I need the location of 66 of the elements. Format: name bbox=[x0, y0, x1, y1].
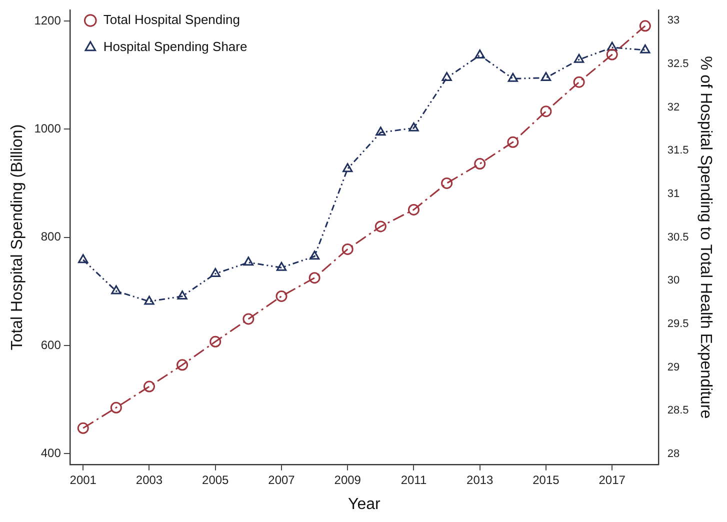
y2-tick-label: 33 bbox=[667, 14, 680, 27]
x-tick-label: 2003 bbox=[136, 472, 163, 487]
point bbox=[110, 402, 122, 414]
legend-label: Hospital Spending Share bbox=[103, 39, 248, 54]
x-tick-label: 2017 bbox=[598, 472, 626, 487]
point bbox=[640, 44, 650, 54]
x-tick-label: 2015 bbox=[532, 472, 560, 487]
point bbox=[442, 72, 452, 82]
x-axis-title: Year bbox=[348, 496, 381, 513]
point bbox=[574, 54, 584, 63]
x-tick-label: 2011 bbox=[400, 472, 427, 487]
y2-tick-label: 28 bbox=[667, 448, 680, 460]
point bbox=[573, 76, 585, 88]
y-tick-label: 1000 bbox=[34, 121, 62, 136]
point bbox=[607, 42, 618, 51]
x-tick-label: 2013 bbox=[466, 472, 494, 487]
y-tick-label: 1200 bbox=[34, 13, 62, 28]
y2-axis-title: % of Hospital Spending to Total Health Expenditure bbox=[696, 56, 714, 419]
point bbox=[77, 422, 89, 434]
point bbox=[276, 262, 287, 271]
point bbox=[143, 380, 155, 392]
point bbox=[111, 285, 122, 294]
y2-tick-label: 31 bbox=[667, 188, 680, 200]
y2-tick-label: 31.5 bbox=[667, 144, 689, 157]
point bbox=[540, 72, 552, 82]
point bbox=[376, 126, 386, 136]
y2-tick-label: 29 bbox=[667, 361, 680, 374]
point bbox=[242, 313, 254, 325]
point bbox=[374, 220, 386, 232]
y2-tick-label: 30 bbox=[667, 274, 680, 287]
point bbox=[474, 158, 486, 170]
y-tick-label: 600 bbox=[40, 338, 62, 352]
y2-tick-label: 32 bbox=[667, 101, 680, 114]
point bbox=[177, 290, 188, 300]
x-tick-label: 2005 bbox=[202, 472, 230, 487]
point bbox=[408, 204, 420, 216]
y-axis-title: Total Hospital Spending (Billion) bbox=[9, 124, 26, 350]
point bbox=[309, 250, 320, 260]
x-tick-label: 2009 bbox=[334, 472, 362, 487]
point bbox=[210, 336, 222, 348]
y-tick-label: 400 bbox=[40, 446, 62, 460]
point bbox=[508, 72, 518, 82]
point bbox=[276, 290, 288, 302]
point bbox=[176, 359, 188, 371]
point bbox=[78, 254, 88, 264]
y2-tick-label: 29.5 bbox=[667, 318, 689, 330]
point bbox=[210, 268, 220, 277]
point bbox=[408, 122, 419, 132]
point bbox=[342, 243, 354, 255]
point bbox=[441, 177, 453, 189]
y2-tick-label: 28.5 bbox=[667, 404, 689, 417]
point bbox=[342, 163, 353, 172]
y2-tick-label: 30.5 bbox=[667, 231, 689, 244]
legend-label: Total Hospital Spending bbox=[103, 12, 240, 28]
point bbox=[507, 136, 519, 148]
point bbox=[540, 106, 552, 118]
y-tick-label: 800 bbox=[40, 230, 62, 244]
point bbox=[639, 20, 651, 32]
point bbox=[144, 296, 154, 305]
x-tick-label: 2001 bbox=[70, 472, 97, 487]
x-tick-label: 2007 bbox=[268, 472, 296, 487]
point bbox=[606, 48, 618, 60]
point bbox=[308, 272, 320, 284]
point bbox=[474, 50, 485, 59]
point bbox=[243, 256, 254, 266]
y2-tick-label: 32.5 bbox=[667, 58, 689, 70]
